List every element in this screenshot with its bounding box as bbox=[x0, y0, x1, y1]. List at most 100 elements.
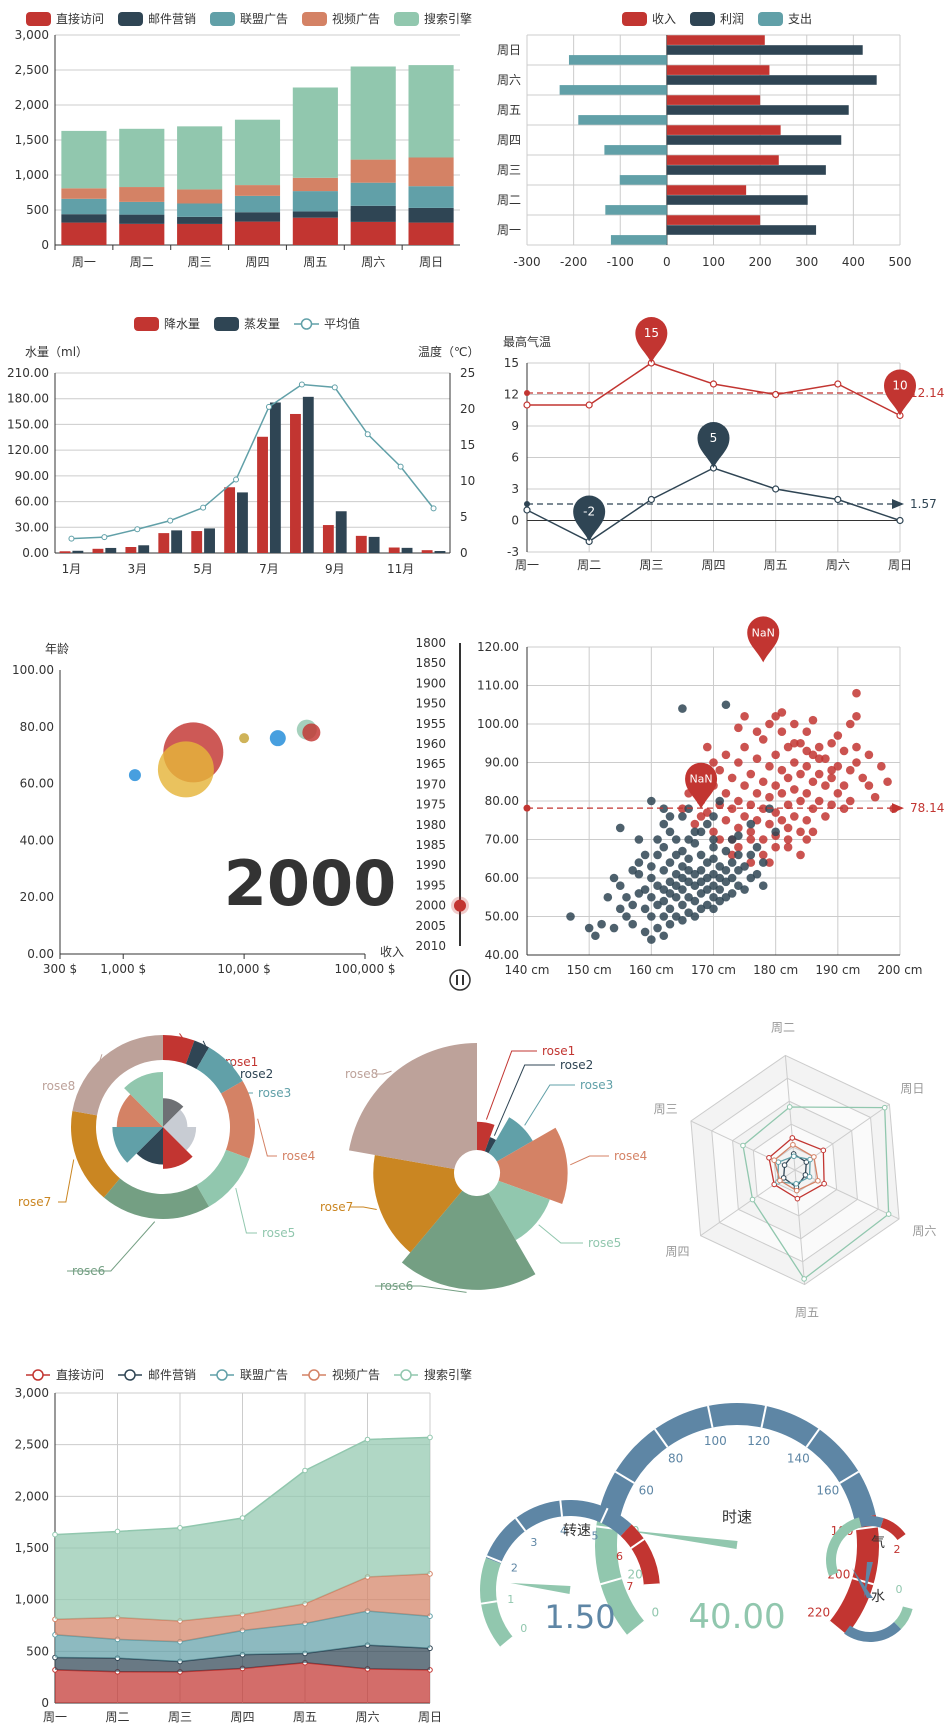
scatter-point-female[interactable] bbox=[690, 869, 700, 879]
scatter-point-female[interactable] bbox=[709, 842, 718, 852]
scatter-point-male[interactable] bbox=[814, 742, 824, 752]
radar-point[interactable] bbox=[781, 1162, 788, 1168]
scatter-point-male[interactable] bbox=[771, 750, 780, 760]
bar-segment[interactable] bbox=[350, 221, 396, 245]
rose-slice[interactable] bbox=[488, 1180, 550, 1241]
bar[interactable] bbox=[605, 205, 667, 215]
scatter-point-male[interactable] bbox=[696, 812, 706, 821]
scatter-point-female[interactable] bbox=[597, 919, 606, 929]
line-point[interactable] bbox=[772, 485, 780, 493]
scatter-point-male[interactable] bbox=[802, 762, 812, 771]
scatter-point-female[interactable] bbox=[659, 866, 669, 875]
scatter-point-female[interactable] bbox=[721, 892, 731, 902]
scatter-point-male[interactable] bbox=[858, 773, 867, 783]
scatter-point-female[interactable] bbox=[696, 904, 706, 914]
scatter-point-female[interactable] bbox=[653, 900, 662, 910]
radar-point[interactable] bbox=[791, 1153, 797, 1160]
scatter-point-male[interactable] bbox=[802, 789, 812, 798]
scatter-point-male[interactable] bbox=[765, 792, 774, 802]
scatter-point-female[interactable] bbox=[659, 931, 669, 941]
bar-evaporation[interactable] bbox=[138, 545, 150, 553]
bar-segment[interactable] bbox=[292, 177, 338, 192]
scatter-point-male[interactable] bbox=[721, 750, 731, 760]
scatter-point-male[interactable] bbox=[852, 712, 861, 721]
scatter-point-female[interactable] bbox=[671, 892, 681, 902]
bar-segment[interactable] bbox=[119, 214, 165, 224]
scatter-point-male[interactable] bbox=[777, 727, 787, 736]
scatter-point-male[interactable] bbox=[740, 812, 749, 821]
scatter-point-male[interactable] bbox=[690, 819, 700, 829]
scatter-point-female[interactable] bbox=[653, 881, 662, 890]
donut-slice[interactable] bbox=[163, 1035, 195, 1065]
radar-point[interactable] bbox=[881, 1104, 888, 1111]
line-point[interactable] bbox=[397, 463, 404, 470]
scatter-point-male[interactable] bbox=[802, 815, 812, 825]
line-point[interactable] bbox=[101, 534, 108, 541]
scatter-point-male[interactable] bbox=[808, 750, 818, 760]
rose-slice[interactable] bbox=[348, 1043, 477, 1170]
scatter-point-female[interactable] bbox=[715, 873, 725, 883]
scatter-point-female[interactable] bbox=[653, 835, 662, 844]
scatter-point-male[interactable] bbox=[758, 777, 768, 787]
bar[interactable] bbox=[619, 175, 667, 185]
scatter-point-male[interactable] bbox=[790, 812, 799, 821]
scatter-point-female[interactable] bbox=[659, 819, 669, 829]
scatter-point-male[interactable] bbox=[709, 827, 718, 837]
line-point[interactable] bbox=[134, 526, 141, 533]
scatter-point-male[interactable] bbox=[870, 792, 880, 802]
scatter-point-male[interactable] bbox=[821, 812, 830, 821]
scatter-point-male[interactable] bbox=[839, 746, 849, 756]
line-point[interactable] bbox=[430, 505, 437, 512]
bar-rainfall[interactable] bbox=[92, 548, 104, 553]
inner-rose-slice[interactable] bbox=[163, 1127, 193, 1169]
scatter-point-female[interactable] bbox=[659, 842, 669, 852]
scatter-point-male[interactable] bbox=[734, 723, 743, 733]
scatter-point-male[interactable] bbox=[765, 762, 774, 771]
scatter-point-male[interactable] bbox=[796, 796, 805, 806]
scatter-point-female[interactable] bbox=[709, 869, 718, 879]
scatter-point-male[interactable] bbox=[740, 742, 749, 752]
legend-item[interactable]: 直接访问 bbox=[26, 1367, 104, 1382]
line-point[interactable] bbox=[834, 495, 842, 504]
gauge-pointer[interactable] bbox=[618, 1529, 738, 1549]
radar-point[interactable] bbox=[793, 1180, 799, 1187]
area-point[interactable] bbox=[52, 1531, 58, 1538]
scatter-point-male[interactable] bbox=[821, 754, 830, 763]
scatter-point-male[interactable] bbox=[845, 765, 855, 775]
legend-item[interactable]: 搜索引擎 bbox=[394, 11, 472, 26]
line-point[interactable] bbox=[834, 380, 842, 388]
scatter-point-male[interactable] bbox=[758, 850, 768, 860]
inner-rose-slice[interactable] bbox=[136, 1127, 163, 1165]
bubble[interactable] bbox=[269, 730, 286, 747]
bar-segment[interactable] bbox=[292, 211, 338, 218]
radar-point[interactable] bbox=[790, 1141, 796, 1148]
bar-segment[interactable] bbox=[61, 222, 107, 245]
rose-slice[interactable] bbox=[496, 1127, 568, 1204]
scatter-point-female[interactable] bbox=[678, 900, 687, 910]
scatter-point-female[interactable] bbox=[634, 869, 644, 879]
radar-point[interactable] bbox=[786, 1104, 793, 1110]
radar-point[interactable] bbox=[771, 1181, 778, 1188]
scatter-point-female[interactable] bbox=[665, 919, 675, 929]
scatter-point-male[interactable] bbox=[833, 762, 843, 771]
donut-slice[interactable] bbox=[103, 1178, 209, 1219]
area-layer[interactable] bbox=[55, 1437, 430, 1621]
scatter-point-male[interactable] bbox=[727, 773, 737, 783]
scatter-point-female[interactable] bbox=[659, 804, 669, 813]
legend-item[interactable]: 邮件营销 bbox=[118, 1368, 196, 1382]
line-point[interactable] bbox=[709, 380, 718, 388]
scatter-point-male[interactable] bbox=[839, 781, 849, 790]
scatter-point-female[interactable] bbox=[659, 885, 669, 894]
radar-point[interactable] bbox=[780, 1175, 787, 1181]
radar-point[interactable] bbox=[811, 1154, 817, 1160]
bar-segment[interactable] bbox=[177, 223, 223, 245]
scatter-point-male[interactable] bbox=[796, 827, 805, 837]
bar-evaporation[interactable] bbox=[302, 396, 314, 553]
scatter-point-male[interactable] bbox=[765, 819, 774, 829]
bar-evaporation[interactable] bbox=[401, 547, 413, 553]
scatter-point-female[interactable] bbox=[653, 923, 662, 933]
bar[interactable] bbox=[604, 145, 667, 155]
markpoint-pin[interactable]: NaN bbox=[685, 762, 718, 809]
scatter-point-male[interactable] bbox=[752, 815, 762, 825]
scatter-point-female[interactable] bbox=[671, 869, 681, 879]
